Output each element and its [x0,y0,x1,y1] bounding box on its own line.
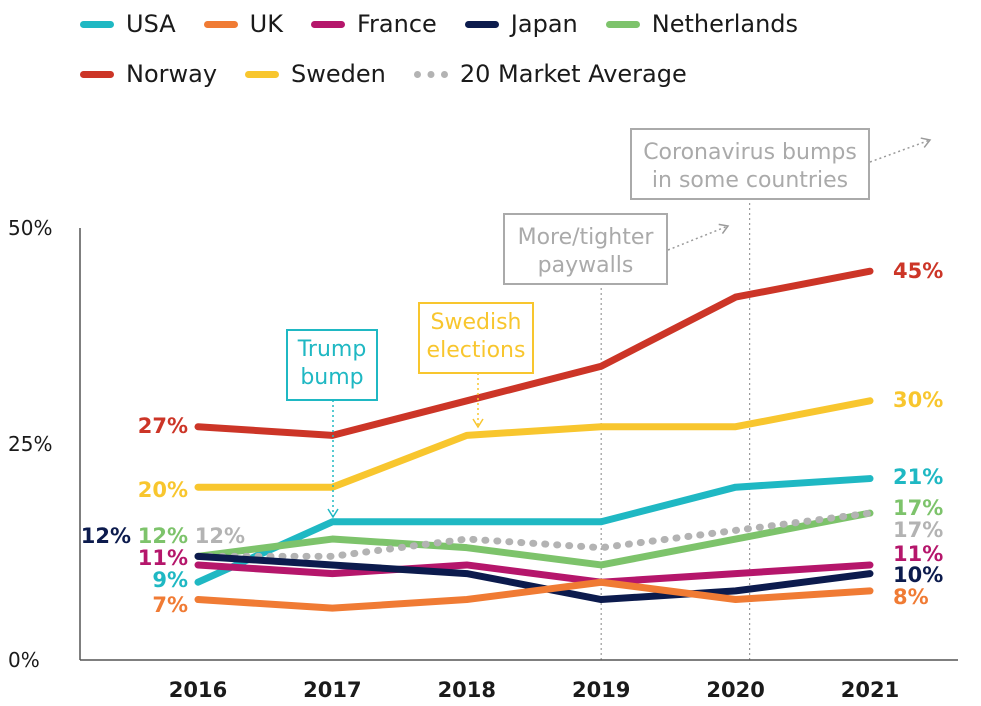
legend-label-france: France [356,10,437,38]
end-value-label: 10% [893,563,943,587]
annotation-text: Trump [297,337,367,362]
annotation-arrowhead [472,418,484,429]
legend-row-1: USA UK France Japan Netherlands [80,10,826,38]
start-value-label: 12% [138,524,188,548]
y-tick-label: 25% [8,432,52,456]
series-line-france [194,561,874,586]
legend-label-norway: Norway [126,60,218,88]
series-line-japan [194,552,874,604]
series-line-norway [194,267,874,439]
end-value-label: 11% [893,542,943,566]
annotation-box [286,329,378,401]
annotation-callout: More/tighter paywalls [503,213,730,285]
y-tick-label: 50% [8,216,52,240]
start-value-label: 9% [152,568,188,592]
legend-item-france: France [310,10,437,38]
legend-item-sweden: Sweden [245,60,386,88]
legend-label-sweden: Sweden [291,60,386,88]
legend-swatch-sweden [245,70,280,78]
start-value-label: 11% [138,546,188,570]
legend-item-norway: Norway [80,60,217,88]
legend-swatch-uk [203,20,238,28]
end-value-label: 8% [893,585,929,609]
legend-label-uk: UK [249,10,283,38]
start-value-labels: 27%20%12% 12% 12%11%9%7% [81,414,245,617]
legend-swatch-netherlands [605,20,640,28]
annotation-text: in some countries [652,168,848,193]
annotation-text: More/tighter [518,225,655,250]
annotation-callout: Coronavirus bumps in some countries [630,128,932,200]
end-value-label: 17% [893,496,943,520]
legend-swatch-usa [80,20,114,28]
series-line-sweden [194,397,874,491]
legend-item-average: 20 Market Average [413,60,687,88]
annotation-arrowhead [327,508,339,519]
x-tick-label: 2018 [438,678,496,702]
y-axis-ticks: 50% 25% 0% [8,216,52,672]
start-value-label: 27% [138,414,188,438]
legend-swatch-japan [464,20,499,28]
end-value-label: 21% [893,465,943,489]
series-line-usa [194,475,874,586]
start-value-label: 12% [195,524,245,548]
series-line-20-market-average [194,509,874,560]
legend-item-uk: UK [203,10,283,38]
start-value-label: 7% [152,593,188,617]
annotation-text: Swedish [431,310,522,335]
annotations: Trump bump Swedish elections More/tighter pay… [286,128,932,519]
legend-label-usa: USA [126,10,176,38]
annotation-box [503,213,668,285]
legend-label-average: 20 Market Average [459,60,687,88]
legend-item-usa: USA [80,10,176,38]
end-value-label: 45% [893,259,943,283]
x-tick-label: 2020 [706,678,764,702]
annotation-text: elections [427,338,526,363]
series-line-netherlands [194,509,874,569]
annotation-callout: Trump bump [286,329,378,519]
legend-swatch-norway [80,70,114,78]
annotation-text: bump [300,365,363,390]
legend-item-japan: Japan [464,10,578,38]
x-tick-label: 2017 [303,678,361,702]
start-value-label: 20% [138,478,188,502]
annotation-callout: Swedish elections [418,302,534,429]
legend-label-japan: Japan [510,10,578,38]
annotation-arrowhead [718,223,730,235]
legend-row-2: Norway Sweden 20 Market Average [80,60,715,88]
legend-swatch-average [413,70,448,78]
series-lines [194,267,874,612]
x-tick-label: 2016 [169,678,227,702]
x-axis-ticks: 2016 2017 2018 2019 2020 2021 [169,678,899,702]
annotation-box [630,128,870,200]
annotation-text: Coronavirus bumps [643,140,857,165]
end-value-labels: 45%30%21%17%17%11%10%8% [893,259,943,609]
start-value-label: 12% [81,524,131,548]
end-value-label: 30% [893,388,943,412]
series-line-uk [194,578,874,612]
legend-label-netherlands: Netherlands [651,10,799,38]
annotation-arrowhead [920,137,932,148]
annotation-arrow [667,225,729,251]
x-tick-label: 2021 [841,678,899,702]
end-value-label: 17% [893,518,943,542]
annotation-text: paywalls [538,253,634,278]
annotation-box [418,302,534,374]
x-tick-label: 2019 [572,678,630,702]
annotation-arrow [869,139,931,163]
legend-item-netherlands: Netherlands [605,10,799,38]
y-tick-label: 0% [8,648,40,672]
legend-swatch-france [310,20,345,28]
